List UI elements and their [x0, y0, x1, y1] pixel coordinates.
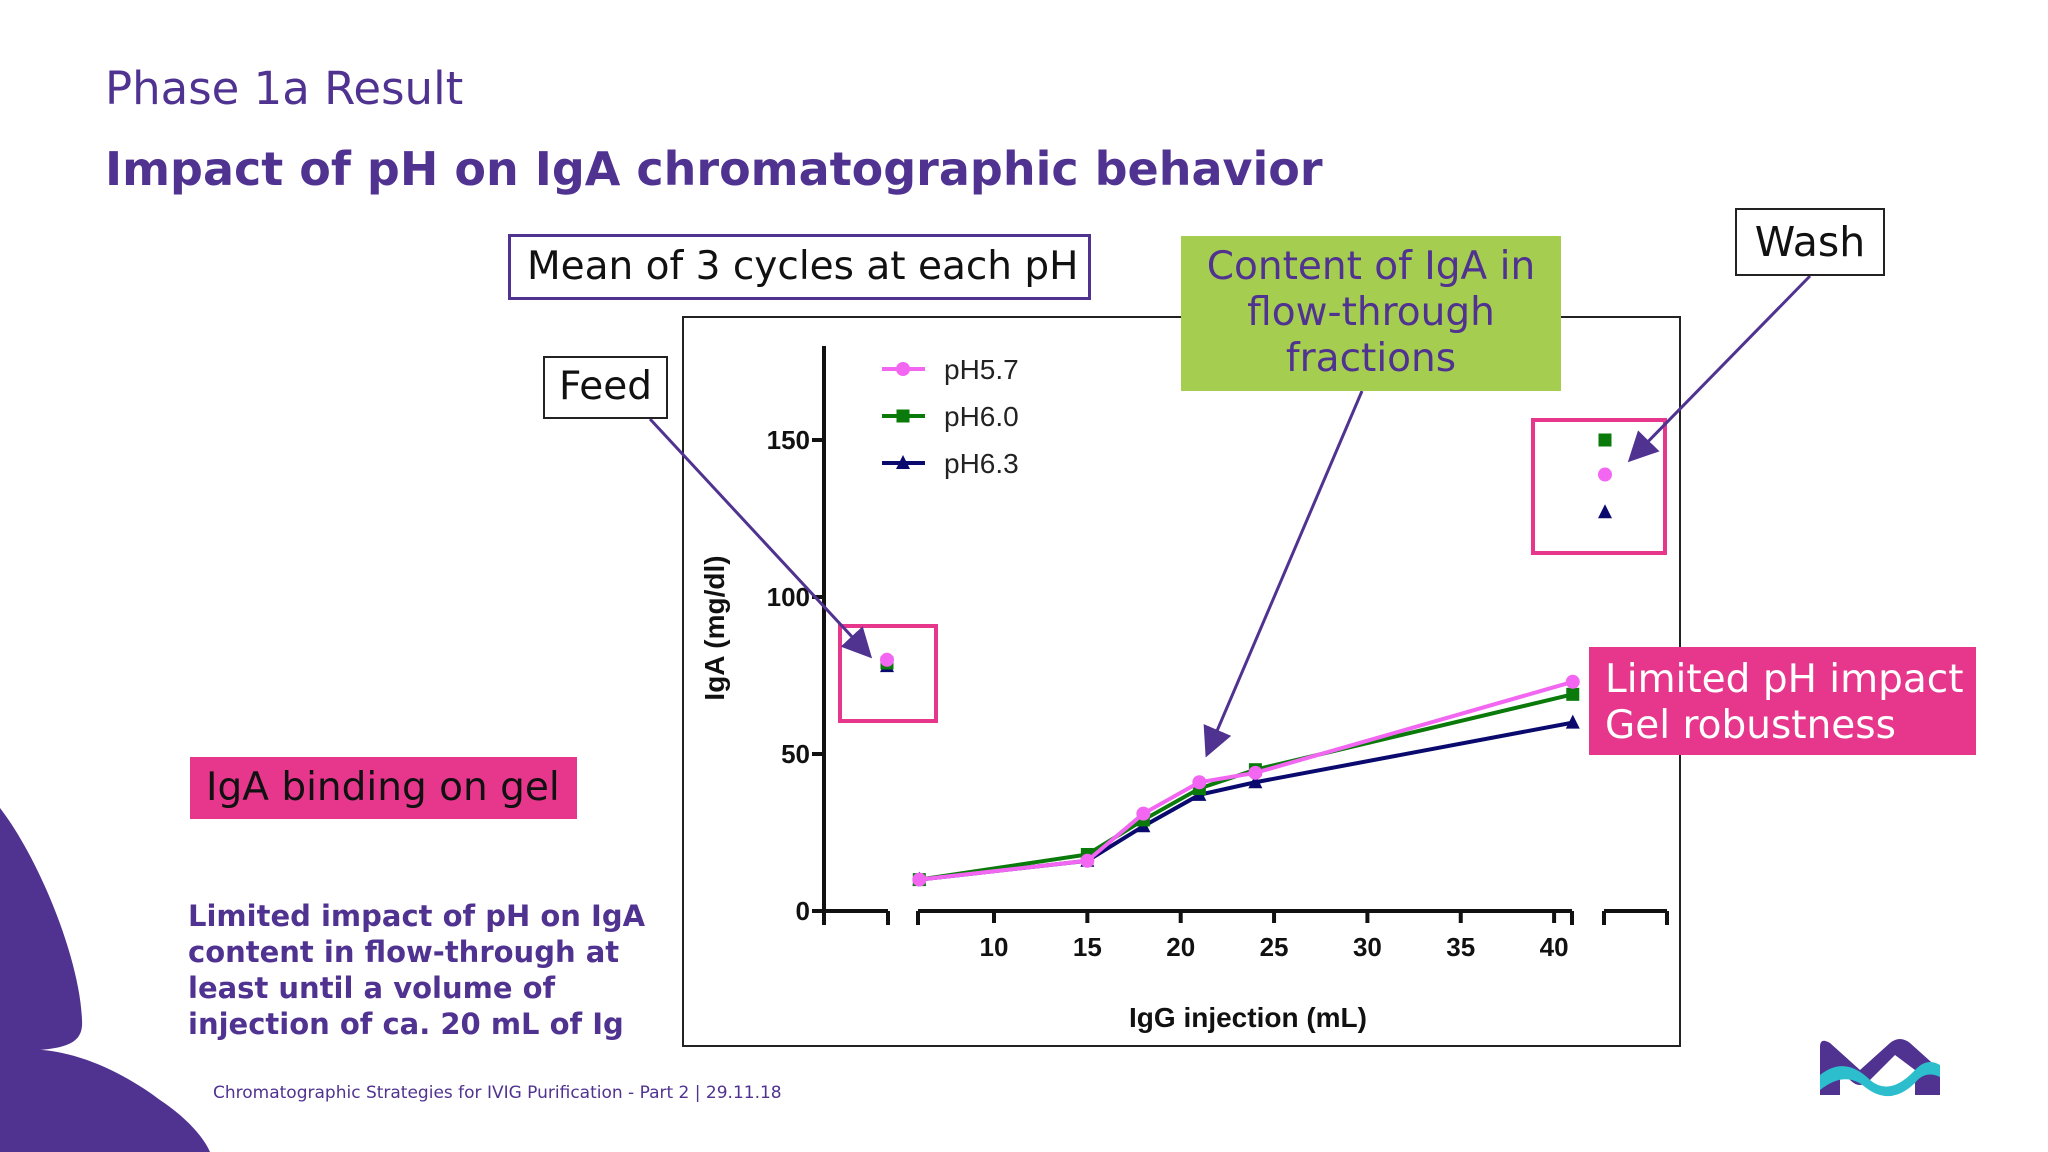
iga-binding-label: IgA binding on gel	[190, 757, 577, 819]
legend-label: pH6.0	[944, 401, 1019, 432]
data-point	[1248, 765, 1263, 780]
y-tick-label: 0	[796, 896, 810, 926]
slide-title: Impact of pH on IgA chromatographic beha…	[105, 142, 1323, 196]
data-point	[896, 455, 910, 469]
x-tick-label: 10	[980, 932, 1009, 962]
data-point	[1565, 674, 1580, 689]
wash-label: Wash	[1735, 208, 1885, 276]
series-line	[919, 679, 1574, 882]
feed-label: Feed	[543, 356, 668, 419]
chart-legend: pH5.7 pH6.0 pH6.3	[882, 354, 1019, 479]
y-axis-label: IgA (mg/dl)	[699, 555, 730, 700]
footer-text: Chromatographic Strategies for IVIG Puri…	[213, 1083, 782, 1103]
x-tick-label: 35	[1446, 932, 1475, 962]
chart-marks	[880, 433, 1612, 887]
page-number: 17	[105, 1083, 127, 1103]
data-point	[1598, 433, 1612, 447]
y-tick-label: 100	[767, 582, 810, 612]
x-axis-label: IgG injection (mL)	[1129, 1002, 1367, 1033]
x-tick-label: 25	[1260, 932, 1289, 962]
feed-arrow	[648, 417, 873, 659]
x-tick-label: 20	[1166, 932, 1195, 962]
data-point	[1080, 853, 1095, 868]
series-line	[919, 720, 1574, 882]
y-tick-label: 50	[781, 739, 810, 769]
x-tick-label: 30	[1353, 932, 1382, 962]
data-point	[1598, 467, 1612, 482]
slide-subtitle: Phase 1a Result	[105, 62, 464, 115]
limited-impact-line-1: Limited pH impact	[1605, 657, 1964, 702]
company-logo	[1820, 1039, 1940, 1097]
limited-impact-line-2: Gel robustness	[1605, 703, 1896, 748]
x-tick-label: 15	[1073, 932, 1102, 962]
summary-text: Limited impact of pH on IgA content in f…	[188, 899, 646, 1041]
data-point	[896, 409, 910, 423]
data-point	[1566, 687, 1580, 701]
data-point	[1565, 714, 1580, 729]
content-arrow	[1203, 390, 1364, 758]
mean-cycles-label: Mean of 3 cycles at each pH	[508, 234, 1091, 300]
data-point	[896, 362, 910, 376]
limited-impact-label: Limited pH impact Gel robustness	[1589, 647, 1976, 755]
wash-arrow	[1627, 274, 1812, 463]
content-flow-through-label: Content of IgA in flow-through fractions	[1181, 236, 1561, 391]
legend-label: pH5.7	[944, 354, 1019, 385]
data-point	[1598, 504, 1612, 519]
series-line	[919, 692, 1574, 882]
feed-highlight-box	[838, 624, 938, 723]
chart-axes: 0 50 100 150 10 15 20 25 30 35 40	[767, 346, 1669, 962]
legend-label: pH6.3	[944, 448, 1019, 479]
data-point	[1192, 775, 1207, 790]
data-point	[880, 652, 894, 667]
y-tick-label: 150	[767, 425, 810, 455]
wash-highlight-box	[1531, 418, 1667, 555]
data-point	[912, 872, 927, 887]
data-point	[1136, 806, 1151, 821]
data-point	[1248, 774, 1263, 789]
x-tick-label: 40	[1540, 932, 1569, 962]
